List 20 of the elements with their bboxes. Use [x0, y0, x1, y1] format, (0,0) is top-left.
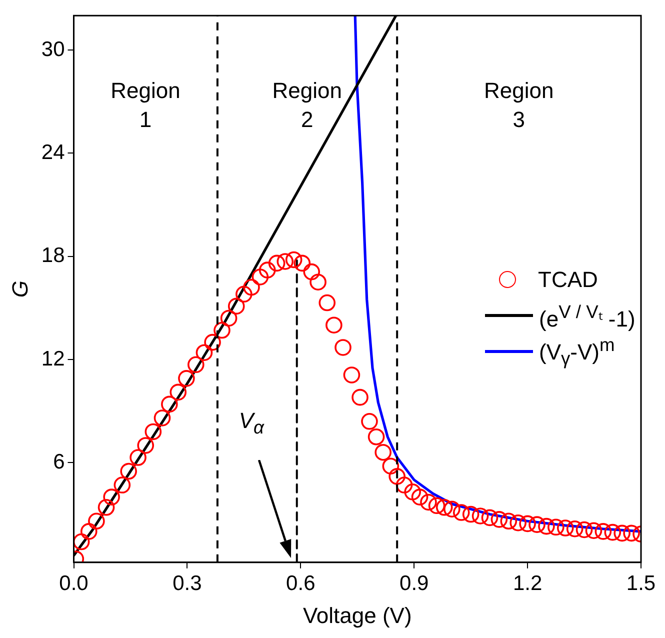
- annotation: V$_{α}$: [238, 408, 264, 439]
- x-tick-label: 1.5: [626, 572, 656, 595]
- legend-label: TCAD: [538, 266, 598, 293]
- x-axis-title: Voltage (V): [302, 602, 412, 628]
- x-tick-label: 0.9: [400, 572, 429, 595]
- annotation: Region 2: [272, 77, 342, 134]
- legend-label: (V$_{γ}$-V)$^{m}$: [539, 334, 615, 370]
- legend-label: (e$^{V / Vₜ}$ -1): [539, 300, 636, 333]
- x-tick-label: 0.3: [172, 572, 202, 595]
- annotation: Region 3: [484, 77, 554, 134]
- y-tick-label: 12: [41, 347, 65, 370]
- y-axis-title: G: [7, 280, 32, 298]
- x-tick-label: 0.0: [59, 572, 88, 595]
- x-tick-label: 1.2: [512, 572, 542, 595]
- y-tick-label: 6: [53, 450, 65, 474]
- y-tick-label: 30: [41, 38, 65, 61]
- annotation: Region 1: [110, 77, 180, 134]
- y-tick-label: 24: [41, 140, 66, 164]
- y-tick-label: 18: [41, 244, 65, 268]
- x-tick-label: 0.6: [286, 572, 316, 595]
